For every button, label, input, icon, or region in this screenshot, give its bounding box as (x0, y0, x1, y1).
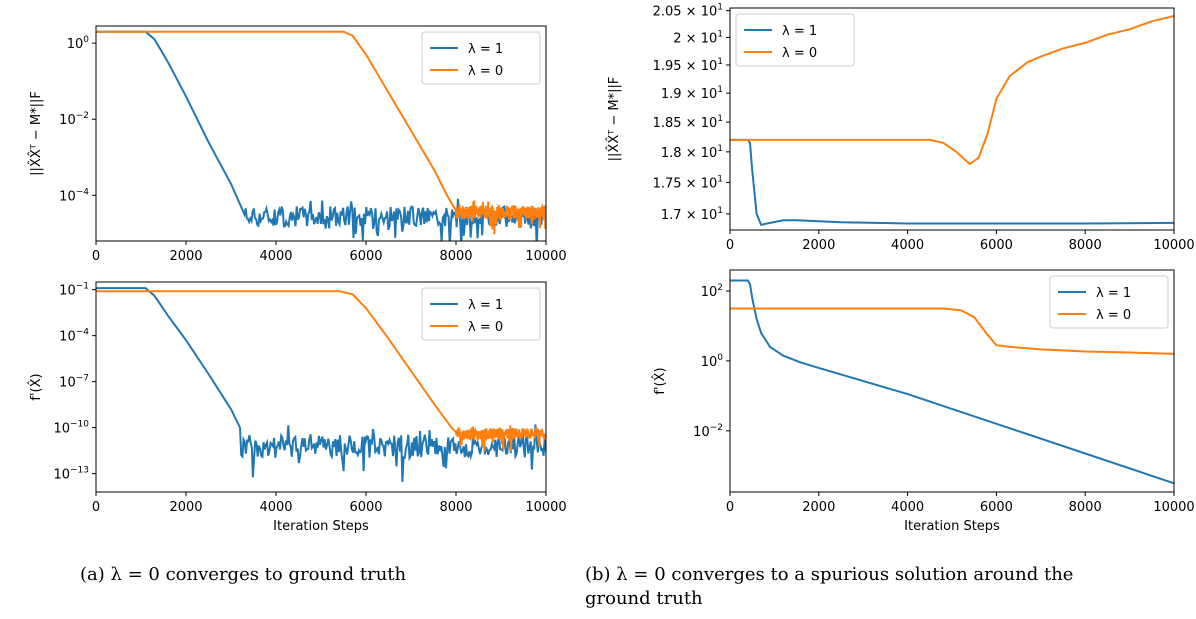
legend-label: λ = 0 (782, 46, 817, 61)
axes-frame (95, 25, 547, 242)
panel-a-bottom: 0 2000 4000 6000 8000 10000 10−1 10−4 10−7 10−10 1… (29, 281, 567, 534)
x-tick-label: 8000 (1069, 500, 1102, 515)
caption-b-text: (b) λ = 0 converges to a spurious soluti… (585, 564, 1073, 585)
series-line-lambda-1 (730, 279, 1174, 485)
x-tick-label: 4000 (259, 249, 292, 264)
x-tick-label: 0 (726, 500, 734, 515)
x-tick-label: 10000 (525, 249, 566, 264)
x-tick-label: 6000 (349, 249, 382, 264)
y-tick-label: 1.85 × 101 (653, 114, 723, 131)
legend-label: λ = 1 (468, 298, 503, 313)
y-tick-label: 10−1 (59, 282, 89, 299)
y-axis-label: ||X̂X̂ᵀ − M*||F (29, 91, 44, 176)
x-axis-label: Iteration Steps (904, 519, 1000, 534)
y-tick-label: 100 (701, 353, 724, 370)
x-tick-label: 4000 (259, 500, 292, 515)
axes-frame (95, 281, 547, 493)
panel-b-top: 0 2000 4000 6000 8000 10000 1.7 × 101 1.75 × 10… (607, 3, 1195, 253)
caption-b: (b) λ = 0 converges to a spurious soluti… (585, 564, 1073, 609)
x-tick-label: 10000 (1153, 238, 1194, 253)
legend-label: λ = 0 (468, 320, 503, 335)
y-tick-label: 2 × 101 (673, 29, 723, 46)
y-tick-label: 10−2 (59, 111, 89, 128)
x-tick-label: 8000 (439, 500, 472, 515)
caption-b-text-line2: ground truth (585, 588, 703, 609)
axes-frame (729, 7, 1175, 231)
series-line-lambda-0 (96, 30, 546, 235)
x-tick-label: 2000 (802, 500, 835, 515)
y-tick-label: 10−13 (53, 466, 89, 483)
legend-label: λ = 0 (1096, 308, 1131, 323)
y-tick-label: 10−4 (59, 328, 89, 345)
x-tick-label: 8000 (1069, 238, 1102, 253)
y-tick-label: 1.8 × 101 (661, 144, 723, 161)
y-tick-label: 1.9 × 101 (661, 85, 723, 102)
y-tick-label: 1.95 × 101 (653, 57, 723, 74)
x-tick-label: 0 (92, 500, 100, 515)
x-tick-label: 2000 (169, 249, 202, 264)
series-line-lambda-0 (730, 307, 1174, 355)
legend-label: λ = 1 (782, 24, 817, 39)
y-tick-label: 102 (701, 283, 723, 300)
x-tick-label: 6000 (349, 500, 382, 515)
y-tick-label: 1.7 × 101 (661, 206, 723, 223)
caption-a: (a) λ = 0 converges to ground truth (80, 564, 407, 585)
x-tick-label: 0 (726, 238, 734, 253)
legend-label: λ = 1 (468, 42, 503, 57)
x-tick-label: 6000 (980, 500, 1013, 515)
panel-a-top: 0 2000 4000 6000 8000 10000 100 10−2 10−4 ||X̂X̂ᵀ… (29, 25, 567, 264)
legend-label: λ = 1 (1096, 286, 1131, 301)
y-tick-label: 2.05 × 101 (653, 3, 723, 20)
y-axis-label: f'(X̂) (29, 373, 44, 400)
x-tick-label: 4000 (891, 238, 924, 253)
series-line-lambda-0 (730, 15, 1174, 166)
y-tick-label: 10−7 (59, 374, 89, 391)
y-tick-label: 10−4 (59, 187, 89, 204)
panel-b-bottom: 0 2000 4000 6000 8000 10000 102 100 10−2 Iteratio… (653, 269, 1195, 534)
series-line-lambda-1 (96, 287, 546, 482)
x-tick-label: 6000 (980, 238, 1013, 253)
x-tick-label: 8000 (439, 249, 472, 264)
x-tick-label: 2000 (169, 500, 202, 515)
y-axis-label: ||X̂X̂ᵀ − M*||F (607, 77, 622, 162)
axes-frame (729, 269, 1175, 493)
x-tick-label: 2000 (802, 238, 835, 253)
y-tick-label: 100 (67, 35, 90, 52)
x-axis-label: Iteration Steps (273, 519, 369, 534)
series-line-lambda-0 (96, 290, 546, 452)
y-tick-label: 10−2 (693, 423, 723, 440)
series-line-lambda-1 (730, 138, 1174, 226)
y-tick-label: 1.75 × 101 (653, 174, 723, 191)
y-axis-label: f'(X̂) (653, 367, 668, 394)
x-tick-label: 10000 (1153, 500, 1194, 515)
y-tick-label: 10−10 (53, 420, 89, 437)
legend-label: λ = 0 (468, 64, 503, 79)
x-tick-label: 4000 (891, 500, 924, 515)
x-tick-label: 10000 (525, 500, 566, 515)
x-tick-label: 0 (92, 249, 100, 264)
